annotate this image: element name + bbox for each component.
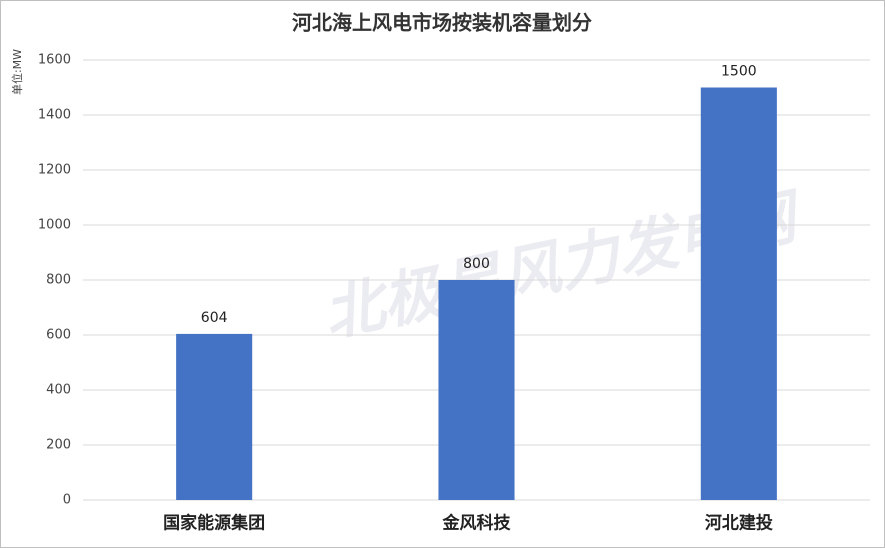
bar (176, 333, 253, 500)
y-tick-label: 1600 (38, 53, 71, 68)
y-tick-label: 1000 (38, 218, 71, 233)
value-label: 1500 (721, 64, 757, 80)
y-tick-label: 1400 (38, 108, 71, 123)
y-tick-label: 200 (46, 438, 71, 453)
x-tick-label: 金风科技 (442, 513, 512, 534)
y-tick-label: 800 (46, 273, 71, 288)
bar (700, 87, 777, 500)
x-tick-label: 国家能源集团 (163, 513, 265, 534)
y-tick-label: 0 (63, 493, 71, 508)
value-label: 800 (463, 256, 490, 272)
x-tick-label: 河北建投 (705, 513, 773, 534)
chart-title: 河北海上风电市场按装机容量划分 (292, 11, 592, 35)
value-label: 604 (201, 310, 228, 326)
y-tick-label: 400 (46, 383, 71, 398)
bar (438, 280, 515, 500)
y-axis-label: 单位:MW (10, 49, 24, 95)
y-tick-label: 1200 (38, 163, 71, 178)
y-tick-label: 600 (46, 328, 71, 343)
